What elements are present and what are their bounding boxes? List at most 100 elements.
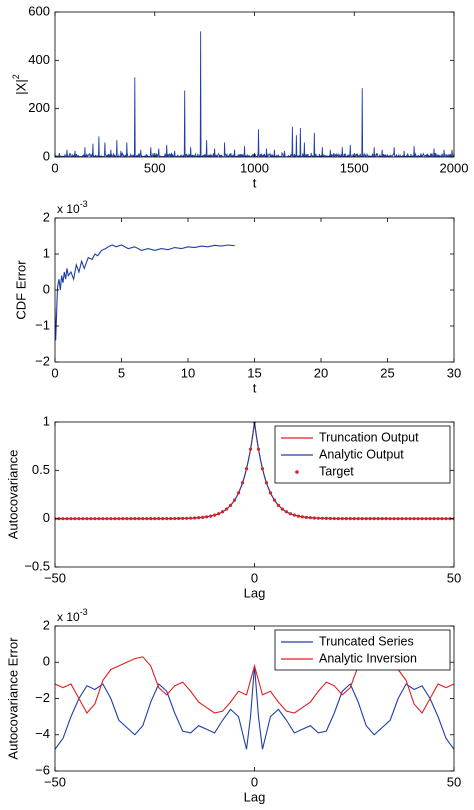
x-tick-label: −50 [44,774,66,789]
y-tick-label: 0.5 [32,462,50,477]
x-axis-label: t [253,380,257,395]
y-tick-label: 0 [43,654,50,669]
y-tick-label: 200 [28,100,50,115]
target-point [161,517,165,521]
x-tick-label: 0 [251,774,258,789]
target-point [181,516,185,521]
target-point [209,514,213,518]
legend: Truncated Series Analytic Inversion [274,629,451,671]
target-point [197,516,201,520]
x-tick-label: −50 [44,570,66,585]
plot-area [55,31,454,157]
y-tick-label: 1 [43,245,50,260]
legend-label: Target [319,464,354,478]
target-point [384,517,388,521]
target-point [256,447,261,451]
target-point [228,503,233,507]
y-axis-label: |X|2 [11,74,28,94]
x-tick-label: 30 [447,365,461,380]
y-tick-label: −2 [35,690,50,705]
target-point [173,516,177,521]
target-point [408,517,412,521]
target-point [185,516,189,520]
target-point [280,507,285,511]
target-point [300,515,304,519]
plot-frame [54,217,455,363]
plot-frame [54,11,455,158]
series-line [55,31,454,157]
x-tick-label: 2000 [440,160,469,175]
target-point [316,516,320,520]
target-point [424,517,428,521]
target-point [336,516,340,521]
plot-area [55,656,454,750]
target-point [380,517,384,521]
target-point [248,447,253,451]
target-point [117,517,121,521]
y-tick-label: 0 [43,148,50,163]
target-point [85,517,89,521]
target-point [360,517,364,521]
target-point [157,517,161,521]
target-point [244,467,249,471]
x-tick-label: 15 [247,365,261,380]
y-tick-label: −0.5 [24,558,50,573]
legend-label: Analytic Output [319,447,404,461]
target-point [368,517,372,521]
target-point [264,481,269,485]
y-tick-label: 0 [43,510,50,525]
plot-2: 0 5 10 15 20 25 30 −2 −1 0 1 2 t CDF Error x 10-3 [13,199,461,395]
y-tick-label: 1 [43,413,50,428]
x-axis-label: t [253,175,257,190]
x-tick-label: 1000 [240,160,269,175]
legend-label: Analytic Inversion [319,651,417,665]
target-point [240,481,245,485]
target-point [133,517,137,521]
target-point [276,503,281,507]
target-point [69,517,73,521]
axis-multiplier: x 10-3 [57,199,88,216]
target-point [308,516,312,520]
target-point [376,517,380,521]
y-axis-label: Autocovariance Error [5,637,20,760]
target-point [101,517,105,521]
target-point [216,512,221,516]
target-point [396,517,400,521]
target-point [65,517,69,521]
target-point [153,517,157,521]
x-tick-label: 50 [447,570,461,585]
axis-multiplier: x 10-3 [57,607,88,624]
x-tick-label: 0 [51,160,58,175]
target-point [364,517,368,521]
target-point [137,517,141,521]
target-point [125,517,129,521]
target-point [292,513,296,517]
target-point [288,512,293,516]
target-point [388,517,392,521]
target-point [113,517,117,521]
target-point [149,517,153,521]
target-point [312,516,316,520]
target-point [109,517,113,521]
y-tick-label: 2 [43,209,50,224]
target-point [81,517,85,521]
target-point [93,517,97,521]
target-point [372,517,376,521]
target-point [220,510,225,514]
target-point [432,517,436,521]
y-tick-label: 400 [28,52,50,67]
x-tick-label: 5 [118,365,125,380]
target-point [440,517,444,521]
target-point [420,517,424,521]
y-tick-label: 2 [43,617,50,632]
x-tick-label: 0 [251,570,258,585]
legend-label: Truncation Output [319,430,419,444]
target-point [356,517,360,521]
x-axis-label: Lag [244,789,266,804]
x-tick-label: 1500 [340,160,369,175]
x-tick-label: 20 [314,365,328,380]
target-point [436,517,440,521]
target-point [284,510,289,514]
y-tick-label: −6 [35,762,50,777]
